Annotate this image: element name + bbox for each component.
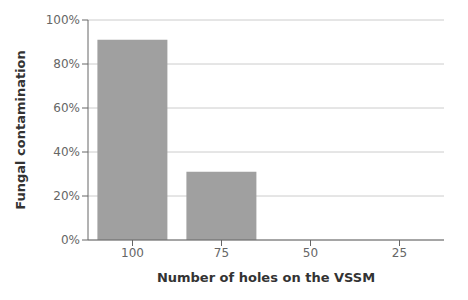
svg-text:25: 25	[392, 246, 407, 260]
svg-text:0%: 0%	[61, 233, 80, 247]
svg-text:40%: 40%	[53, 145, 80, 159]
svg-text:100%: 100%	[46, 13, 80, 27]
svg-text:Number of holes on the VSSM: Number of holes on the VSSM	[157, 270, 375, 285]
svg-text:100: 100	[121, 246, 144, 260]
svg-text:80%: 80%	[53, 57, 80, 71]
svg-text:Fungal contamination: Fungal contamination	[13, 50, 28, 210]
svg-text:50: 50	[303, 246, 318, 260]
svg-text:75: 75	[214, 246, 229, 260]
svg-text:60%: 60%	[53, 101, 80, 115]
svg-text:20%: 20%	[53, 189, 80, 203]
